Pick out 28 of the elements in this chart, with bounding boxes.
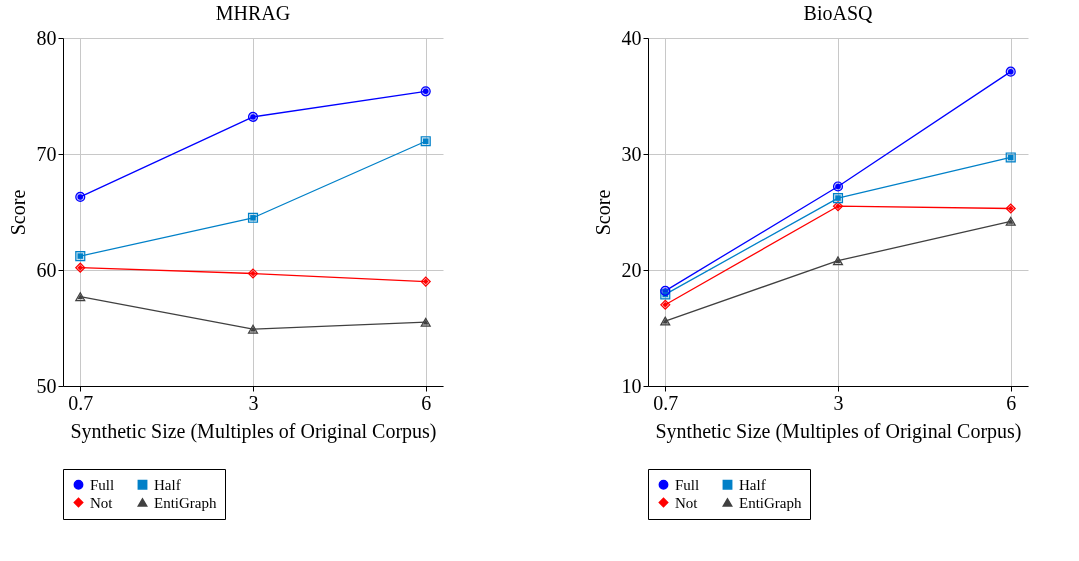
legend-label: Full [90,476,115,493]
x-axis-title: Synthetic Size (Multiples of Original Corpus) [70,419,437,443]
x-tick-label: 0.7 [68,391,94,414]
x-tick-label: 6 [421,391,432,414]
x-tick-label: 3 [248,391,259,414]
y-axis-title: Score [591,189,614,236]
legend-label: EntiGraph [739,494,802,511]
y-axis-title: Score [6,189,29,236]
y-tick-label: 60 [36,258,57,281]
y-tick-label: 30 [621,142,642,165]
chart-title: MHRAG [215,2,291,24]
chart-title: BioASQ [803,2,874,24]
y-tick-label: 10 [621,374,642,397]
legend-label: Full [675,476,700,493]
x-tick-label: 0.7 [653,391,679,414]
y-tick-label: 50 [36,374,57,397]
y-tick-label: 70 [36,142,57,165]
legend-label: Half [154,476,181,493]
y-tick-label: 40 [621,26,642,49]
y-tick-label: 20 [621,258,642,281]
x-axis-title: Synthetic Size (Multiples of Original Corpus) [655,419,1022,443]
legend-label: Half [739,476,766,493]
legend-label: Not [675,494,699,511]
y-tick-label: 80 [36,26,57,49]
x-tick-label: 6 [1006,391,1017,414]
legend-label: EntiGraph [154,494,217,511]
legend-label: Not [90,494,114,511]
x-tick-label: 3 [833,391,844,414]
